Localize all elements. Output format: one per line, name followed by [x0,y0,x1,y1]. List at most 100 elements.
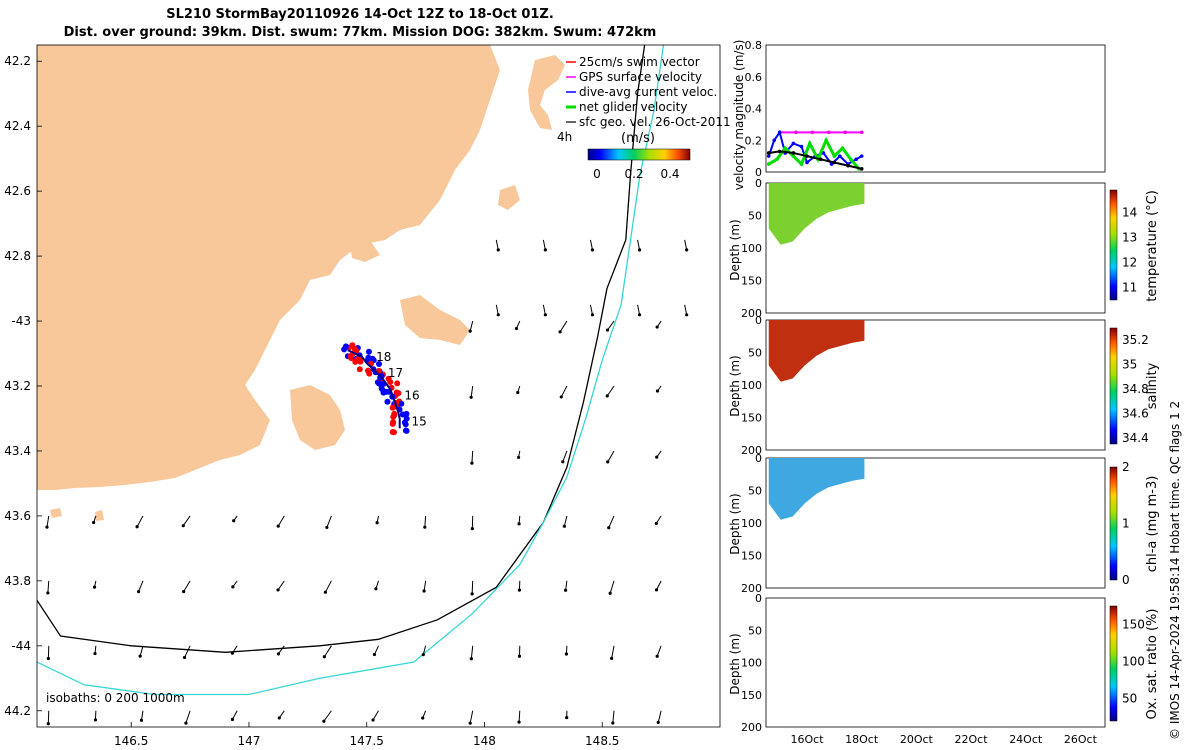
vector-arrow-head [371,718,375,722]
map-y-tick-label: 44.2 [4,704,31,718]
vector-arrow [656,645,662,657]
vector-arrow-head [470,461,474,465]
chla-panel: 0 50 100 150 200 Depth (m) 0 1 2 chl-a (mg m-3… [728,452,1160,595]
vector-arrow-head [564,652,568,656]
vector-arrow-head [685,313,689,317]
figure-title-line2: Dist. over ground: 39km. Dist. swum: 77k… [63,25,657,40]
vector-arrow [140,710,144,721]
vector-arrow [563,515,568,527]
vector-arrow [183,580,191,592]
velocity-point [791,151,796,155]
vector-arrow-head [496,248,500,252]
map-y-tick-label: 43.6 [4,509,31,523]
glider-marker [356,366,363,373]
vector-arrow-head [184,721,188,725]
vector-arrow-head [374,587,378,591]
velocity-point [777,130,782,135]
chla-colorbar-ticks: 0 1 2 [1122,460,1130,587]
velocity-point [799,162,804,166]
velocity-point [854,157,859,162]
velocity-point [766,162,771,166]
depth-tick-label: 100 [741,657,762,670]
velocity-point [859,154,864,158]
velocity-point [859,167,864,171]
vector-arrow-head [610,656,614,660]
velocity-point [859,130,864,135]
salinity-ylabel: Depth (m) [728,355,742,416]
vector-arrow [495,304,499,315]
map-y-tick-label: 42.2 [4,54,31,68]
velocity-y-ticks: 0 0.2 0.4 0.6 0.8 [745,39,763,179]
map-x-tick-label: 147 [238,734,261,748]
velocity-y-tick-label: 0.8 [745,39,763,52]
vector-arrow-head [230,717,235,722]
velocity-ylabel: velocity magnitude (m/s) [732,40,746,191]
velocity-point [829,162,834,166]
vector-arrow [326,515,332,528]
colorbar-tick-label: 34.6 [1122,406,1149,420]
velocity-point [783,146,787,150]
vector-arrow-head [423,525,427,529]
vector-arrow-head [655,325,659,329]
vector-arrow [559,320,568,333]
map-land-peninsula [400,295,470,345]
vector-arrow [471,580,474,594]
depth-tick-label: 50 [748,485,762,498]
velocity-series [766,129,864,171]
vector-arrow-head [470,527,474,531]
map-y-tick-label: 42.6 [4,184,31,198]
vector-arrow [607,450,615,463]
vector-arrow-head [655,654,659,658]
oxygen-ylabel: Depth (m) [728,633,742,694]
vector-arrow-head [46,591,50,595]
vector-arrow [657,710,662,723]
map-legend: 25cm/s swim vector GPS surface velocity … [557,55,731,181]
vector-arrow [323,645,332,658]
glider-marker [376,360,383,367]
vector-arrow-head [655,455,659,459]
colorbar-tick-label: 50 [1122,692,1137,706]
glider-marker [348,355,355,362]
map-land-maria-island [528,55,565,130]
glider-marker [394,380,401,387]
vector-arrow [232,710,238,720]
vector-arrow-head [516,390,520,395]
isobath-1000m-line [37,45,665,696]
glider-marker [364,367,371,374]
vector-arrow-head [605,328,610,332]
glider-marker [398,400,405,407]
velocity-point [791,141,796,146]
vector-arrow [469,710,474,724]
map-y-tick-label: 43.8 [4,574,31,588]
vector-arrow-head [136,590,141,594]
isobath-label: isobaths: 0 200 1000m [46,691,185,705]
oxygen-colorbar [1109,605,1118,722]
vector-arrow-head [182,589,186,594]
vector-arrow-head [543,313,547,317]
depth-tick-label: 200 [741,582,762,595]
figure-credit: © IMOS 14-Apr-2024 19:58:14 Hobart time.… [1168,400,1182,740]
vector-arrow-head [496,313,500,317]
vector-arrow-head [276,652,281,656]
vector-arrow [608,515,615,528]
depth-tick-label: 150 [741,689,762,702]
glider-day-label: 17 [388,366,403,380]
vector-arrow [637,239,641,250]
colorbar-tick-1: 0.2 [624,167,643,181]
oxygen-x-tick-label: 18Oct [845,733,879,746]
colorbar-units-label: (m/s) [621,131,655,146]
vector-arrow [424,515,427,528]
salinity-panel: 0 50 100 150 200 Depth (m) 34.4 34.6 34.8 35 35.… [728,314,1160,457]
legend-net-velocity-label: net glider velocity [579,100,687,114]
oxygen-y-ticks: 0 50 100 150 200 [741,592,762,734]
vector-arrow-head [517,522,521,526]
map-x-tick-label: 148.5 [585,734,619,748]
map-land-small-island-2 [350,240,380,262]
map-x-tick-labels: 146.5 147 147.5 148 148.5 [114,722,619,748]
vector-arrow [323,710,332,722]
vector-arrow-head [323,590,328,594]
vector-arrow [589,239,593,250]
chla-colorbar [1109,466,1118,581]
vector-arrow [612,710,615,724]
